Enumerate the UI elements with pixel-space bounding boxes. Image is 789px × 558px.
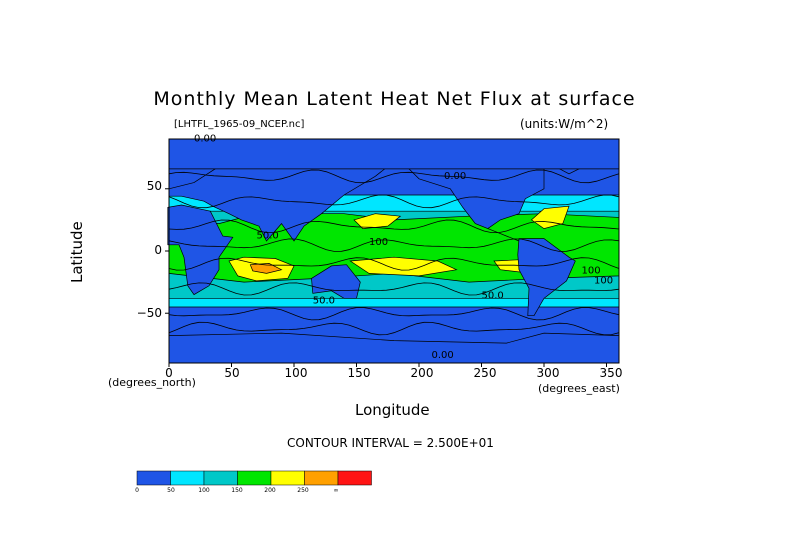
x-tick-label: 300 xyxy=(536,366,560,380)
colorbar-swatch xyxy=(170,470,205,486)
y-axis-label: Latitude xyxy=(68,221,86,283)
contour-label: 50.0 xyxy=(313,295,335,306)
colorbar-swatch xyxy=(270,470,305,486)
contour-line xyxy=(168,169,620,184)
arctic-region xyxy=(168,138,620,170)
contour-interval-text: CONTOUR INTERVAL = 2.500E+01 xyxy=(287,436,494,450)
contour-label: 50.0 xyxy=(482,290,504,301)
colorbar-tick-label: 0 xyxy=(135,487,139,494)
colorbar-tick-label: 250 xyxy=(297,487,309,494)
colorbar-swatch xyxy=(337,470,372,486)
continent-south-america xyxy=(517,238,576,317)
contour-label: 100 xyxy=(369,237,388,248)
x-tick-label: 100 xyxy=(284,366,308,380)
x-tick-label: 350 xyxy=(599,366,623,380)
colorbar-tick-label: 50 xyxy=(167,487,175,494)
x-tick-label: 150 xyxy=(347,366,371,380)
yellow-patch-gulfstream xyxy=(530,205,570,229)
colorbar-swatch xyxy=(304,470,339,486)
chart-title: Monthly Mean Latent Heat Net Flux at sur… xyxy=(153,88,636,110)
contour-label: 50.0 xyxy=(257,231,279,242)
y-tick-label: 50 xyxy=(146,179,162,193)
contour-label: 100 xyxy=(594,275,613,286)
x-axis-label: Longitude xyxy=(355,401,430,419)
colorbar-tick-label: ∞ xyxy=(333,487,339,494)
contour-line xyxy=(168,219,620,233)
continent-australia xyxy=(311,264,361,299)
colorbar-tick-label: 150 xyxy=(231,487,243,494)
colorbar-swatch xyxy=(237,470,272,486)
y-tick-label: 0 xyxy=(154,243,162,257)
x-tick-label: 50 xyxy=(224,366,240,380)
contour-line xyxy=(168,194,620,209)
orange-patch xyxy=(249,263,283,274)
contour-label: 0.00 xyxy=(444,171,466,182)
y-tick-label: −50 xyxy=(136,306,162,320)
units-label: (units:W/m^2) xyxy=(520,117,609,131)
colorbar-swatch xyxy=(203,470,238,486)
contour-line xyxy=(168,321,620,336)
y-units-label: (degrees_north) xyxy=(108,376,196,389)
contour-label: 100 xyxy=(582,265,601,276)
x-tick-label: 200 xyxy=(410,366,434,380)
file-label: [LHTFL_1965-09_NCEP.nc] xyxy=(174,119,305,130)
colorbar-swatch xyxy=(136,470,171,486)
x-tick-label: 0 xyxy=(165,366,173,380)
contour-line xyxy=(168,257,620,271)
continent-africa xyxy=(167,204,234,296)
contour-line xyxy=(168,307,620,321)
x-tick-label: 250 xyxy=(473,366,497,380)
contour-line xyxy=(168,282,620,296)
colorbar-tick-label: 100 xyxy=(198,487,210,494)
x-units-label: (degrees_east) xyxy=(538,382,620,395)
contour-line xyxy=(168,238,620,252)
contour-label: 0.00 xyxy=(432,350,454,361)
colorbar-tick-label: 200 xyxy=(264,487,276,494)
